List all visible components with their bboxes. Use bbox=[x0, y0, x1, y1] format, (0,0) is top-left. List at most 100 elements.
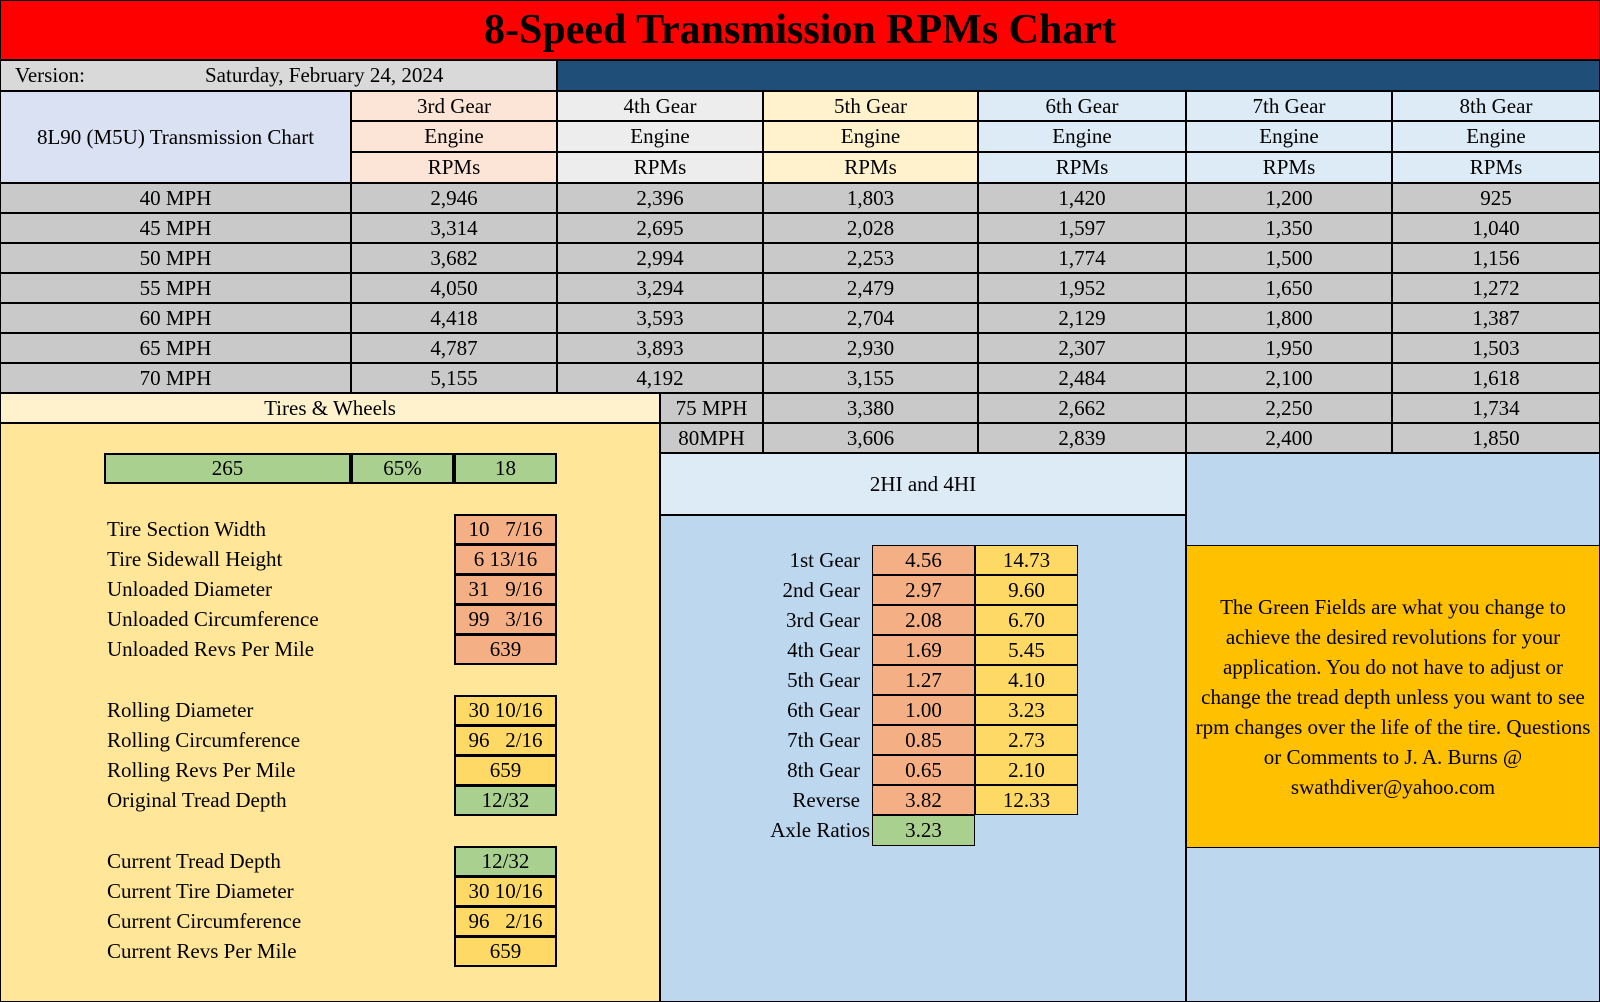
overall-ratio-value[interactable]: 12.33 bbox=[975, 785, 1078, 815]
gear-header-3[interactable]: 3rd Gear bbox=[351, 91, 557, 121]
gear-ratio-value[interactable]: 4.56 bbox=[872, 545, 975, 575]
speed-label[interactable]: 50 MPH bbox=[0, 243, 351, 273]
tire-field-value[interactable]: 30 10/16 bbox=[454, 876, 557, 907]
rpm-cell[interactable]: 2,129 bbox=[978, 303, 1186, 333]
tire-field-value[interactable]: 99 3/16 bbox=[454, 604, 557, 635]
rpm-cell[interactable]: 1,387 bbox=[1392, 303, 1600, 333]
gear-ratio-value[interactable]: 1.69 bbox=[872, 635, 975, 665]
overall-ratio-value[interactable]: 5.45 bbox=[975, 635, 1078, 665]
rpm-cell[interactable]: 1,350 bbox=[1186, 213, 1392, 243]
speed-label[interactable]: 55 MPH bbox=[0, 273, 351, 303]
rpm-cell[interactable]: 2,479 bbox=[763, 273, 978, 303]
rpm-cell[interactable]: 1,040 bbox=[1392, 213, 1600, 243]
rpm-cell[interactable]: 925 bbox=[1392, 183, 1600, 213]
gear-header-8[interactable]: 8th Gear bbox=[1392, 91, 1600, 121]
tire-field-value[interactable]: 12/32 bbox=[454, 846, 557, 877]
instructions-note[interactable]: The Green Fields are what you change to … bbox=[1186, 545, 1600, 848]
engine-label[interactable]: Engine bbox=[1186, 121, 1392, 152]
rpm-cell[interactable]: 2,662 bbox=[978, 393, 1186, 423]
speed-label[interactable]: 65 MPH bbox=[0, 333, 351, 363]
rpm-cell[interactable]: 2,994 bbox=[557, 243, 763, 273]
rpm-cell[interactable]: 1,950 bbox=[1186, 333, 1392, 363]
rpm-cell[interactable]: 1,420 bbox=[978, 183, 1186, 213]
rpms-label[interactable]: RPMs bbox=[1392, 152, 1600, 183]
rpm-cell[interactable]: 3,155 bbox=[763, 363, 978, 393]
gear-ratio-value[interactable]: 1.27 bbox=[872, 665, 975, 695]
gear-ratio-value[interactable]: 3.82 bbox=[872, 785, 975, 815]
tire-field-value[interactable]: 659 bbox=[454, 755, 557, 786]
tire-size-input[interactable]: 65% bbox=[351, 453, 454, 484]
rpm-cell[interactable]: 2,695 bbox=[557, 213, 763, 243]
engine-label[interactable]: Engine bbox=[557, 121, 763, 152]
rpm-cell[interactable]: 1,156 bbox=[1392, 243, 1600, 273]
rpm-cell[interactable]: 1,650 bbox=[1186, 273, 1392, 303]
speed-label[interactable]: 70 MPH bbox=[0, 363, 351, 393]
rpm-cell[interactable]: 2,250 bbox=[1186, 393, 1392, 423]
rpms-label[interactable]: RPMs bbox=[1186, 152, 1392, 183]
transmission-chart-name[interactable]: 8L90 (M5U) Transmission Chart bbox=[0, 91, 351, 183]
rpm-cell[interactable]: 4,787 bbox=[351, 333, 557, 363]
engine-label[interactable]: Engine bbox=[978, 121, 1186, 152]
rpm-cell[interactable]: 1,597 bbox=[978, 213, 1186, 243]
rpm-cell[interactable]: 2,704 bbox=[763, 303, 978, 333]
rpm-cell[interactable]: 2,484 bbox=[978, 363, 1186, 393]
rpm-cell[interactable]: 2,946 bbox=[351, 183, 557, 213]
gear-header-6[interactable]: 6th Gear bbox=[978, 91, 1186, 121]
tire-field-value[interactable]: 31 9/16 bbox=[454, 574, 557, 605]
rpm-cell[interactable]: 2,028 bbox=[763, 213, 978, 243]
tire-field-value[interactable]: 639 bbox=[454, 634, 557, 665]
overall-ratio-value[interactable]: 9.60 bbox=[975, 575, 1078, 605]
rpm-cell[interactable]: 3,593 bbox=[557, 303, 763, 333]
tire-field-value[interactable]: 30 10/16 bbox=[454, 695, 557, 726]
rpm-cell[interactable]: 3,380 bbox=[763, 393, 978, 423]
speed-label[interactable]: 60 MPH bbox=[0, 303, 351, 333]
rpm-cell[interactable]: 1,774 bbox=[978, 243, 1186, 273]
rpms-label[interactable]: RPMs bbox=[763, 152, 978, 183]
gear-ratio-value[interactable]: 0.85 bbox=[872, 725, 975, 755]
rpm-cell[interactable]: 1,734 bbox=[1392, 393, 1600, 423]
gear-ratio-value[interactable]: 2.97 bbox=[872, 575, 975, 605]
rpm-cell[interactable]: 1,503 bbox=[1392, 333, 1600, 363]
engine-label[interactable]: Engine bbox=[1392, 121, 1600, 152]
overall-ratio-value[interactable]: 14.73 bbox=[975, 545, 1078, 575]
rpm-cell[interactable]: 1,803 bbox=[763, 183, 978, 213]
speed-label[interactable]: 75 MPH bbox=[660, 393, 763, 423]
tire-field-value[interactable]: 659 bbox=[454, 936, 557, 967]
rpm-cell[interactable]: 5,155 bbox=[351, 363, 557, 393]
rpm-cell[interactable]: 2,396 bbox=[557, 183, 763, 213]
rpm-cell[interactable]: 4,050 bbox=[351, 273, 557, 303]
rpm-cell[interactable]: 1,800 bbox=[1186, 303, 1392, 333]
gear-header-5[interactable]: 5th Gear bbox=[763, 91, 978, 121]
rpm-cell[interactable]: 2,100 bbox=[1186, 363, 1392, 393]
rpms-label[interactable]: RPMs bbox=[978, 152, 1186, 183]
rpm-cell[interactable]: 1,500 bbox=[1186, 243, 1392, 273]
rpm-cell[interactable]: 3,682 bbox=[351, 243, 557, 273]
rpm-cell[interactable]: 2,253 bbox=[763, 243, 978, 273]
speed-label[interactable]: 45 MPH bbox=[0, 213, 351, 243]
tires-header[interactable]: Tires & Wheels bbox=[0, 393, 660, 423]
gear-ratio-value[interactable]: 0.65 bbox=[872, 755, 975, 785]
rpm-cell[interactable]: 1,200 bbox=[1186, 183, 1392, 213]
rpm-cell[interactable]: 1,952 bbox=[978, 273, 1186, 303]
overall-ratio-value[interactable]: 2.10 bbox=[975, 755, 1078, 785]
version-cell[interactable]: Version: Saturday, February 24, 2024 bbox=[0, 60, 557, 91]
rpm-cell[interactable]: 3,893 bbox=[557, 333, 763, 363]
gear-ratio-value[interactable]: 1.00 bbox=[872, 695, 975, 725]
speed-label[interactable]: 40 MPH bbox=[0, 183, 351, 213]
rpms-label[interactable]: RPMs bbox=[557, 152, 763, 183]
ratios-header[interactable]: 2HI and 4HI bbox=[660, 453, 1186, 515]
rpm-cell[interactable]: 1,850 bbox=[1392, 423, 1600, 453]
rpm-cell[interactable]: 2,930 bbox=[763, 333, 978, 363]
rpm-cell[interactable]: 2,839 bbox=[978, 423, 1186, 453]
tire-field-value[interactable]: 96 2/16 bbox=[454, 906, 557, 937]
tire-size-input[interactable]: 18 bbox=[454, 453, 557, 484]
rpm-cell[interactable]: 3,294 bbox=[557, 273, 763, 303]
overall-ratio-value[interactable]: 3.23 bbox=[975, 695, 1078, 725]
engine-label[interactable]: Engine bbox=[351, 121, 557, 152]
tire-field-value[interactable]: 10 7/16 bbox=[454, 514, 557, 545]
overall-ratio-value[interactable]: 2.73 bbox=[975, 725, 1078, 755]
overall-ratio-value[interactable]: 6.70 bbox=[975, 605, 1078, 635]
tire-field-value[interactable]: 12/32 bbox=[454, 785, 557, 816]
rpm-cell[interactable]: 2,400 bbox=[1186, 423, 1392, 453]
axle-ratio-input[interactable]: 3.23 bbox=[872, 815, 975, 846]
